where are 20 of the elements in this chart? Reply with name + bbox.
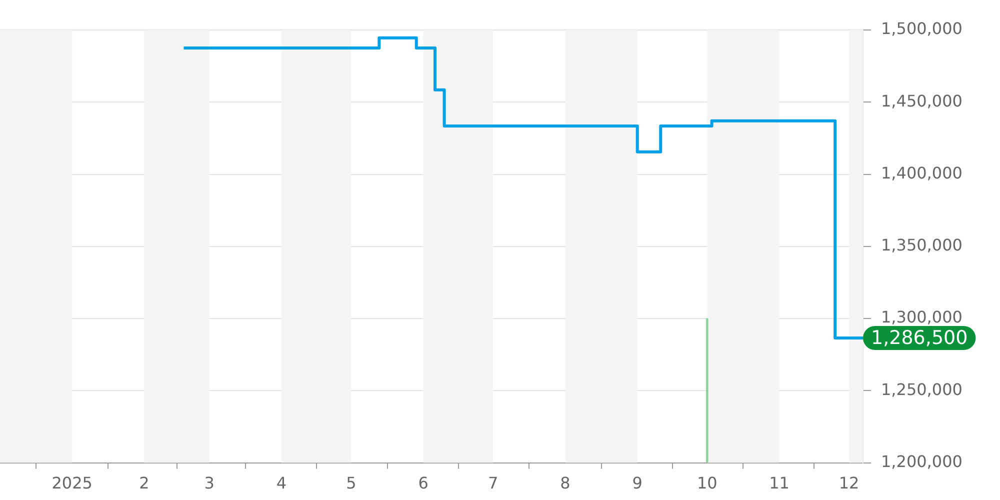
x-tick-label: 12 (838, 474, 860, 493)
y-tick-label: 1,400,000 (881, 163, 962, 182)
x-tick-label: 5 (346, 474, 356, 493)
x-tick-label: 2025 (52, 474, 92, 493)
x-tick-label: 10 (696, 474, 718, 493)
x-tick-label: 3 (204, 474, 214, 493)
x-tick-label: 4 (276, 474, 287, 493)
y-tick-label: 1,250,000 (881, 380, 962, 399)
y-tick-label: 1,500,000 (881, 19, 962, 38)
y-tick-label: 1,350,000 (881, 236, 962, 255)
annotation: 1,286,500 (870, 326, 968, 349)
x-tick-label: 7 (488, 474, 498, 493)
x-tick-label: 11 (769, 474, 790, 493)
y-tick-label: 1,300,000 (881, 308, 962, 327)
y-tick-label: 1,200,000 (881, 452, 962, 471)
x-tick-label: 2 (139, 474, 150, 493)
y-tick-label: 1,450,000 (881, 91, 962, 110)
x-tick-label: 6 (418, 474, 428, 493)
x-tick-label: 9 (632, 474, 642, 493)
x-tick-label: 8 (560, 474, 570, 493)
